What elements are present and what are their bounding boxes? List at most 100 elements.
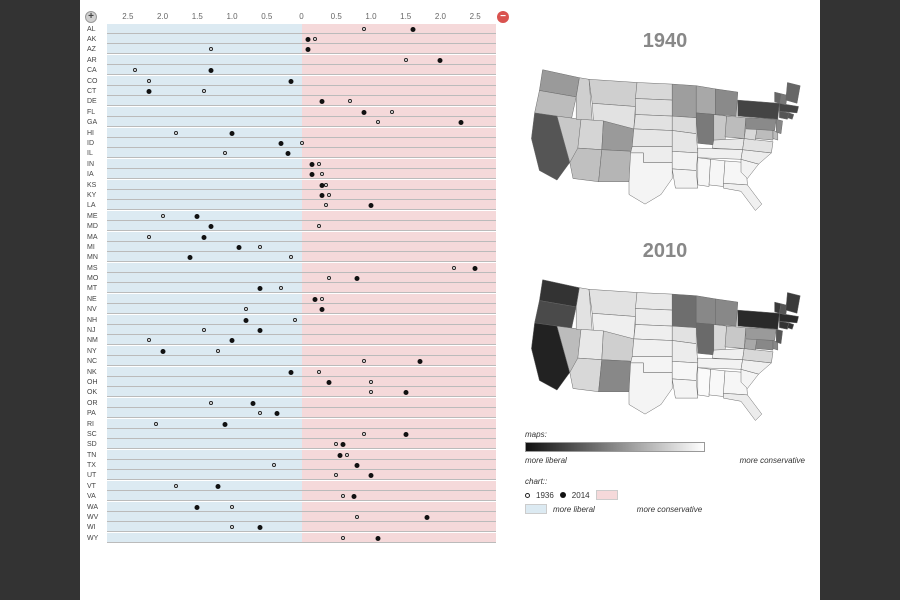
legend-conservative-text: more conservative [637,505,702,514]
state-label: WY [85,535,107,542]
state-track [107,399,496,408]
axis-tick: 0 [299,12,303,21]
state-row: AZ [85,45,510,55]
map-state-NJ [776,119,782,133]
dot-2014 [209,68,214,73]
dot-1936 [317,370,321,374]
state-track [107,347,496,356]
state-track [107,295,496,304]
dot-1936 [147,79,151,83]
dot-1936 [341,494,345,498]
map-state-OH [725,326,746,348]
dot-2014 [320,307,325,312]
legend-liberal-text: more liberal [553,505,595,514]
map-title-2010: 2010 [520,240,810,263]
map-state-MT [589,79,637,106]
legend-more-liberal: more liberal [525,456,567,465]
state-label: NM [85,337,107,344]
state-label: AR [85,57,107,64]
map-state-SD [635,309,672,327]
dot-1936 [279,286,283,290]
state-track [107,87,496,96]
state-track [107,274,496,283]
axis-tick: 0.5 [261,12,272,21]
state-track [107,513,496,522]
state-label: MD [85,223,107,230]
state-track [107,440,496,449]
state-track [107,149,496,158]
map-state-NM [599,360,633,392]
state-row: NM [85,336,510,346]
dot-1936 [317,224,321,228]
state-row: CT [85,86,510,96]
dot-1936 [317,162,321,166]
state-track [107,461,496,470]
map-state-LA [672,379,698,398]
dot-1936 [258,411,262,415]
state-track [107,108,496,117]
state-label: DE [85,98,107,105]
dot-2014 [289,370,294,375]
dot-2014 [459,120,464,125]
map-state-CT [779,111,789,119]
us-map-2010 [525,265,805,440]
state-row: MN [85,253,510,263]
state-label: FL [85,109,107,116]
state-track [107,305,496,314]
map-state-AR [672,151,698,170]
axis-tick: 2.5 [470,12,481,21]
state-label: HI [85,130,107,137]
state-row: SD [85,440,510,450]
state-row: OR [85,398,510,408]
maps-legend-label: maps: [525,430,805,439]
dot-2014 [243,318,248,323]
state-row: CO [85,76,510,86]
legends: maps: more liberal more conservative cha… [525,430,805,526]
map-state-IL [696,113,715,145]
dot-1936 [362,27,366,31]
chart-legend: chart:: 1936 2014 more liberal more cons… [525,477,805,514]
map-state-KY [712,139,744,150]
state-label: ME [85,213,107,220]
state-label: MS [85,265,107,272]
map-title-1940: 1940 [520,30,810,53]
state-row: WI [85,523,510,533]
dot-2014 [195,505,200,510]
map-state-MD [755,339,773,350]
state-label: MA [85,234,107,241]
dot-2014 [355,463,360,468]
map-state-ME [786,83,800,104]
state-track [107,212,496,221]
state-track [107,160,496,169]
map-state-LA [672,169,698,188]
state-track [107,357,496,366]
state-row: DE [85,97,510,107]
legend-more-conservative: more conservative [740,456,805,465]
dot-1936 [376,120,380,124]
state-row: MA [85,232,510,242]
dot-2014 [278,141,283,146]
map-state-MD [755,129,773,140]
dot-1936 [327,276,331,280]
map-state-IN [714,325,727,352]
legend-year-2014: 2014 [572,491,590,500]
dot-2014 [275,411,280,416]
minus-icon: − [497,11,509,23]
state-track [107,170,496,179]
state-label: IN [85,161,107,168]
state-row: TN [85,450,510,460]
state-track [107,25,496,34]
state-track [107,492,496,501]
state-label: MT [85,285,107,292]
dot-2014 [216,484,221,489]
dot-1936 [258,245,262,249]
map-state-MA [779,313,798,323]
dot-1936 [452,266,456,270]
dot-1936 [341,536,345,540]
state-label: NK [85,369,107,376]
dot-2014 [230,338,235,343]
state-label: LA [85,202,107,209]
state-row: KY [85,190,510,200]
state-label: OK [85,389,107,396]
map-state-WI [696,296,715,325]
